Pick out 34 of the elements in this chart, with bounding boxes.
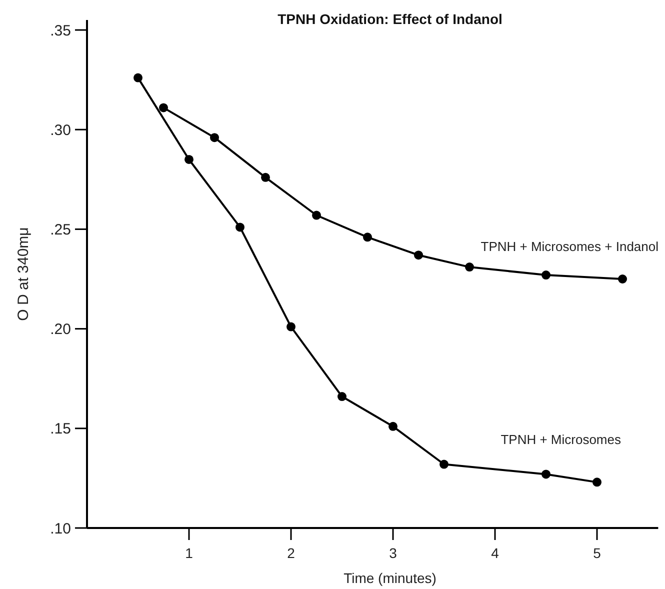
point xyxy=(414,250,423,260)
y-tick-label: .35 xyxy=(50,22,71,40)
point xyxy=(261,172,270,182)
y-tick-label: .15 xyxy=(50,420,71,438)
point xyxy=(465,262,474,272)
series-label: TPNH + Microsomes xyxy=(500,432,622,448)
point xyxy=(388,422,398,431)
y-tick-label: .10 xyxy=(50,520,71,538)
point xyxy=(363,232,372,242)
point xyxy=(286,322,296,332)
point xyxy=(618,274,627,284)
point xyxy=(210,133,219,142)
x-axis-title: Time (minutes) xyxy=(344,570,436,586)
point xyxy=(312,210,321,220)
x-tick-label: 3 xyxy=(389,545,398,561)
point xyxy=(159,103,168,112)
x-tick-label: 4 xyxy=(491,545,500,561)
y-axis-title: O D at 340mμ xyxy=(15,227,32,321)
x-tick-label: 5 xyxy=(593,545,602,561)
point xyxy=(592,478,602,487)
series-label: TPNH + Microsomes + Indanol xyxy=(480,239,659,254)
y-tick-label: .20 xyxy=(50,321,71,338)
point xyxy=(134,73,142,82)
point xyxy=(338,392,346,402)
x-tick-label: 1 xyxy=(185,545,194,561)
point xyxy=(542,470,550,479)
y-tick-label: .25 xyxy=(50,221,71,238)
point xyxy=(542,270,550,280)
point xyxy=(236,222,244,232)
point xyxy=(440,460,448,469)
x-tick-label: 2 xyxy=(287,545,296,561)
chart-title: TPNH Oxidation: Effect of Indanol xyxy=(278,11,502,27)
y-tick-label: .30 xyxy=(50,122,71,139)
point xyxy=(184,154,194,164)
